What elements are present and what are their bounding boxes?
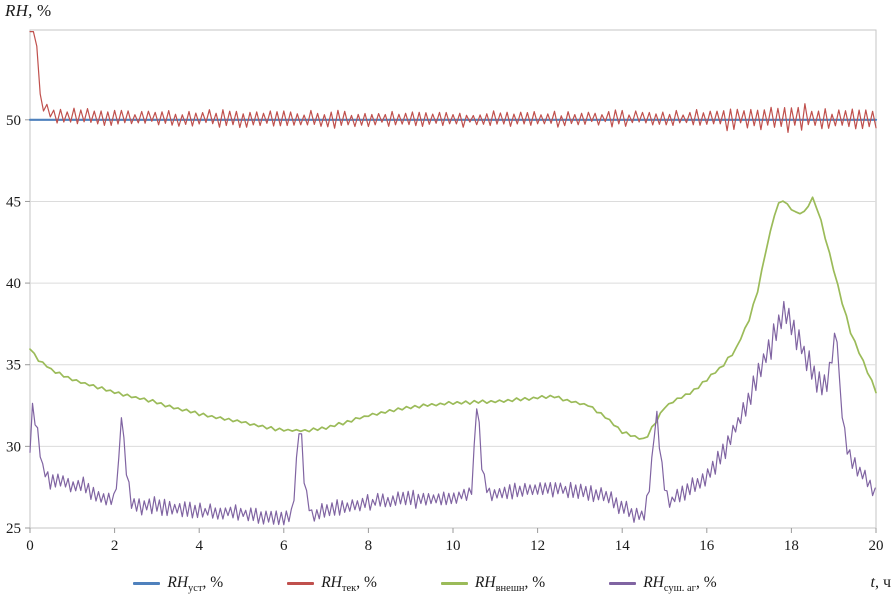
series-line-2 xyxy=(29,196,877,440)
ytick-label: 35 xyxy=(6,358,21,374)
ytick-label: 40 xyxy=(6,276,21,292)
legend-label-drying-agent: RHсуш. аг, % xyxy=(643,573,717,594)
xtick-label: 18 xyxy=(784,538,799,554)
legend-item-external: RHвнешн, % xyxy=(440,573,546,594)
legend-swatch-external-line xyxy=(440,582,468,586)
y-axis-title: RH, % xyxy=(5,1,51,21)
legend-label-setpoint: RHуст, % xyxy=(167,573,224,594)
xtick-label: 4 xyxy=(195,538,203,554)
legend-item-setpoint: RHуст, % xyxy=(133,574,223,594)
xtick-label: 6 xyxy=(280,538,288,554)
x-axis-title-unit: , ч xyxy=(874,574,891,591)
series-line-1 xyxy=(29,31,877,133)
series-line-3 xyxy=(29,300,876,526)
legend-item-current: RHтек, % xyxy=(287,574,377,594)
ytick-label: 30 xyxy=(6,439,21,455)
chart-plot: 25 30 35 40 45 50 0 2 4 6 8 10 12 14 16 18 20 xyxy=(6,29,884,554)
legend-label-external: RHвнешн, % xyxy=(474,573,546,594)
ytick-label: 45 xyxy=(6,194,21,210)
x-axis-title: t, ч xyxy=(871,574,892,592)
xtick-label: 2 xyxy=(111,538,119,554)
legend-label-current: RHтек, % xyxy=(321,573,377,594)
y-axis-title-symbol: RH xyxy=(5,1,29,20)
legend-item-drying-agent: RHсуш. аг, % xyxy=(609,573,717,594)
xtick-label: 12 xyxy=(530,538,545,554)
xtick-label: 14 xyxy=(615,538,631,554)
ytick-label: 25 xyxy=(6,521,21,537)
xtick-label: 8 xyxy=(365,538,373,554)
xtick-label: 0 xyxy=(26,538,34,554)
legend-swatch-setpoint-line xyxy=(133,582,161,586)
plot-border xyxy=(29,29,877,529)
xtick-label: 10 xyxy=(446,538,461,554)
xtick-label: 16 xyxy=(699,538,715,554)
legend-swatch-current-line xyxy=(287,582,315,586)
chart-legend: RHуст, % RHтек, % RHвнешн, % RHсуш. аг, … xyxy=(0,574,850,594)
xtick-label: 20 xyxy=(869,538,884,554)
x-axis-title-symbol: t xyxy=(870,574,875,591)
legend-swatch-drying-agent-line xyxy=(609,582,637,586)
y-axis-title-unit: , % xyxy=(28,1,52,20)
ytick-label: 50 xyxy=(6,113,21,129)
